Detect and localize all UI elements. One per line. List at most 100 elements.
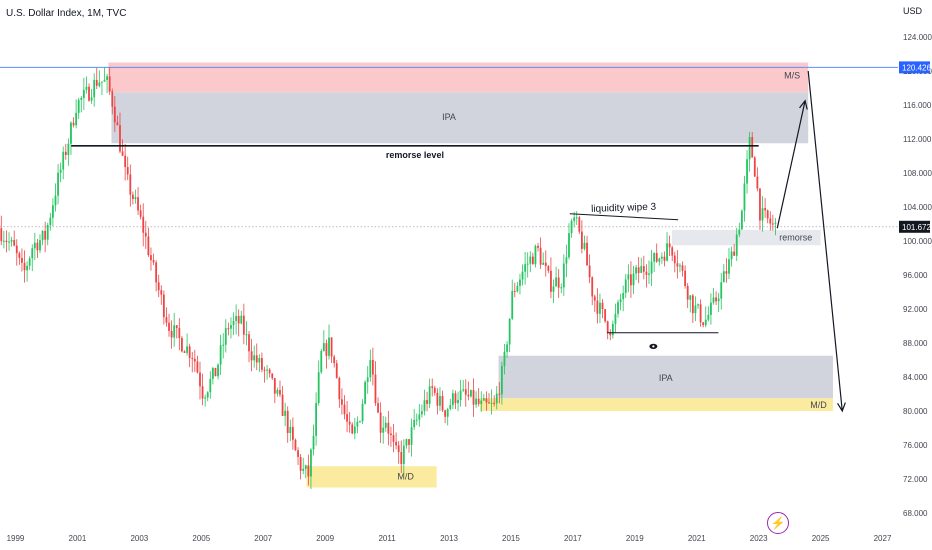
candle-body: [170, 330, 173, 338]
y-tick-label: 100.000: [903, 237, 932, 246]
candle-body: [606, 321, 609, 333]
remorse-level-label: remorse level: [386, 150, 444, 160]
marked-level-label: 120.426: [902, 63, 931, 72]
candle-body: [62, 151, 65, 170]
candle-body: [160, 290, 163, 295]
candle-body: [328, 337, 330, 356]
candle-body: [222, 344, 225, 346]
lightning-icon[interactable]: ⚡: [767, 511, 790, 534]
candle-body: [614, 313, 617, 324]
candle-body: [196, 361, 199, 373]
candle-body: [242, 315, 245, 335]
candle-body: [511, 290, 514, 319]
candle-body: [480, 400, 483, 404]
candle-body: [728, 259, 730, 274]
x-tick-label: 2003: [130, 534, 148, 543]
candle-body: [467, 394, 470, 397]
y-tick-label: 112.000: [903, 135, 932, 144]
candle-body: [666, 243, 668, 261]
candle-body: [573, 217, 576, 221]
candle-body: [240, 315, 243, 324]
candle-body: [495, 393, 498, 404]
candle-body: [297, 450, 299, 458]
candle-body: [516, 285, 519, 292]
time-axis[interactable]: 1999 2001 2003 2005 2007 2009 2011 2013 2015 2017…: [7, 534, 892, 543]
candle-body: [676, 263, 679, 267]
candles-layer: [0, 67, 777, 489]
candle-body: [464, 389, 467, 395]
candle-body: [124, 155, 127, 168]
candle-body: [653, 253, 656, 262]
candle-body: [152, 260, 155, 263]
candle-body: [162, 294, 165, 318]
candle-body: [139, 210, 142, 217]
x-tick-label: 2005: [192, 534, 210, 543]
candle-body: [593, 296, 596, 301]
candle-body: [359, 421, 361, 423]
candle-body: [503, 351, 506, 366]
candle-body: [286, 410, 289, 434]
candle-body: [395, 441, 398, 446]
candle-body: [637, 267, 640, 273]
candle-body: [366, 377, 369, 382]
zone-label-supply: M/S: [784, 70, 800, 80]
candle-body: [209, 378, 212, 393]
candle-body: [338, 377, 341, 400]
last-price-label: 101.672: [902, 223, 931, 232]
candle-body: [250, 351, 253, 361]
candle-body: [537, 245, 539, 248]
candle-body: [291, 427, 294, 440]
candle-body: [433, 387, 436, 393]
candle-body: [707, 314, 710, 320]
candle-body: [751, 136, 754, 158]
candle-body: [137, 197, 139, 211]
candle-body: [733, 251, 736, 256]
candle-body: [498, 393, 501, 395]
price-axis[interactable]: 68.000 72.000 76.000 80.000 84.000 88.000 92.0…: [899, 33, 932, 518]
candle-body: [304, 465, 307, 469]
zone-ipa-top: [111, 92, 809, 144]
x-tick-label: 2009: [316, 534, 334, 543]
candle-body: [439, 396, 441, 406]
candle-body: [80, 97, 83, 100]
x-tick-label: 2021: [688, 534, 706, 543]
candle-body: [622, 293, 625, 300]
candle-body: [423, 400, 426, 412]
candle-body: [335, 363, 338, 378]
candle-body: [451, 393, 454, 406]
candle-body: [59, 169, 62, 173]
x-tick-label: 2015: [502, 534, 520, 543]
candle-body: [72, 122, 75, 126]
candle-body: [119, 125, 121, 152]
zone-label-demand-right: M/D: [810, 400, 827, 410]
candle-body: [408, 439, 410, 445]
candle-body: [101, 81, 103, 83]
candle-body: [663, 256, 666, 261]
candle-body: [462, 389, 465, 391]
candle-body: [369, 360, 372, 378]
candle-body: [524, 264, 527, 272]
candle-body: [191, 358, 194, 360]
candle-body: [77, 99, 80, 113]
candle-body: [444, 410, 447, 417]
candle-body: [454, 393, 457, 404]
candle-body: [702, 322, 705, 326]
candle-body: [568, 233, 570, 258]
candle-body: [18, 253, 21, 258]
candle-body: [144, 232, 147, 237]
candle-body: [67, 143, 70, 155]
candle-body: [604, 308, 607, 322]
zone-label-remorse: remorse: [779, 233, 812, 243]
candle-body: [449, 405, 452, 410]
candle-body: [753, 157, 756, 177]
candle-body: [90, 97, 93, 101]
candle-body: [390, 433, 392, 436]
x-tick-label: 2007: [254, 534, 272, 543]
candle-body: [224, 328, 227, 345]
candle-body: [611, 323, 614, 336]
candle-body: [258, 357, 261, 363]
candle-body: [330, 337, 333, 357]
candle-body: [134, 197, 137, 199]
candle-body: [720, 282, 723, 299]
